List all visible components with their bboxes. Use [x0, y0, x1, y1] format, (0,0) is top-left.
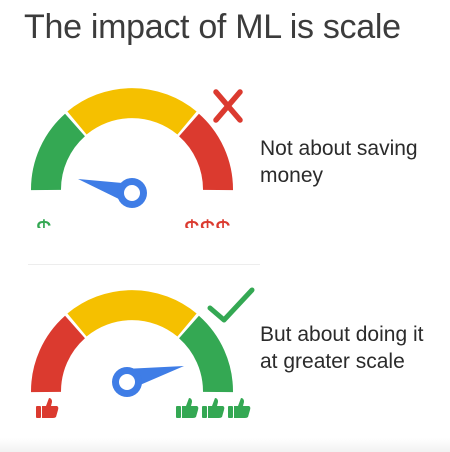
low-cost-label: $ [36, 215, 52, 228]
thumbs-up-icon [202, 398, 225, 418]
thumbs-up-icon [228, 398, 251, 418]
thumbs-up-icon [36, 398, 59, 418]
gauge-needle [112, 366, 184, 397]
caption-line: money [260, 164, 324, 187]
gauge-yellow-segment [67, 290, 197, 337]
high-cost-label: $$$ [184, 215, 231, 228]
slide-title: The impact of ML is scale [24, 8, 401, 46]
caption-not-about-saving: Not about saving money [260, 135, 418, 189]
footer-bar [0, 438, 450, 452]
scale-gauge [30, 287, 255, 418]
x-mark-icon [213, 89, 243, 123]
gauge-red-segment [30, 315, 86, 393]
section-divider [28, 264, 260, 265]
gauge-yellow-segment [178, 113, 234, 191]
gauge-needle [78, 178, 147, 208]
caption-line: at greater scale [260, 350, 405, 373]
gauge-green-segment [67, 88, 197, 135]
thumbs-up-icon [176, 398, 199, 418]
check-mark-icon [207, 287, 255, 323]
caption-line: Not about saving [260, 137, 418, 160]
gauge-green-segment [178, 315, 234, 393]
caption-line: But about doing it [260, 323, 424, 346]
cost-gauge: $ $$$ [30, 88, 243, 228]
gauge-red-segment [30, 113, 86, 191]
caption-greater-scale: But about doing it at greater scale [260, 321, 423, 375]
